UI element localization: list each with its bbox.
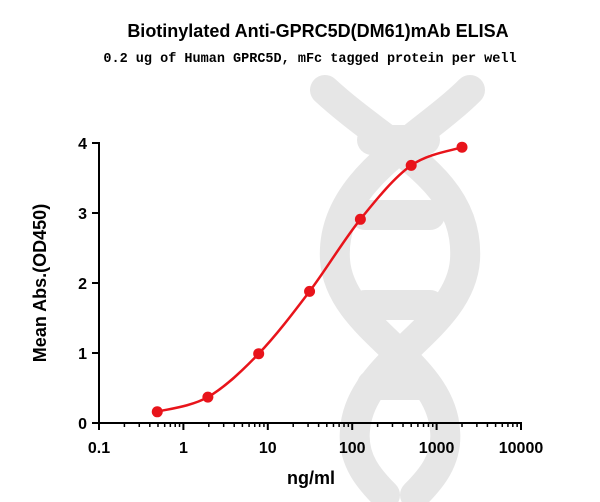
data-point — [151, 406, 163, 418]
data-points — [151, 141, 468, 418]
y-tick-label: 4 — [78, 136, 87, 153]
dna-helix-icon — [310, 75, 485, 502]
x-tick-label: 10000 — [499, 440, 544, 457]
y-tick-label: 3 — [78, 206, 87, 223]
y-tick-label: 1 — [78, 346, 87, 363]
chart-title: Biotinylated Anti-GPRC5D(DM61)mAb ELISA — [127, 21, 508, 41]
tick-labels: 0.1 1 10 100 1000 10000 0 1 2 3 4 — [78, 136, 543, 457]
x-tick-label: 1000 — [419, 440, 455, 457]
y-axis-label: Mean Abs.(OD450) — [30, 204, 50, 362]
y-tick-label: 2 — [78, 276, 87, 293]
x-tick-label: 100 — [339, 440, 366, 457]
data-point — [456, 141, 468, 153]
chart-subtitle: 0.2 ug of Human GPRC5D, mFc tagged prote… — [103, 52, 516, 67]
x-tick-label: 0.1 — [88, 440, 110, 457]
data-point — [354, 213, 366, 225]
data-point — [405, 159, 417, 171]
y-tick-label: 0 — [78, 416, 87, 433]
data-point — [253, 348, 265, 360]
axes — [92, 142, 522, 430]
x-axis-label: ng/ml — [287, 468, 335, 488]
x-tick-label: 1 — [179, 440, 188, 457]
data-point — [202, 391, 214, 403]
data-point — [304, 285, 316, 297]
x-tick-label: 10 — [259, 440, 277, 457]
